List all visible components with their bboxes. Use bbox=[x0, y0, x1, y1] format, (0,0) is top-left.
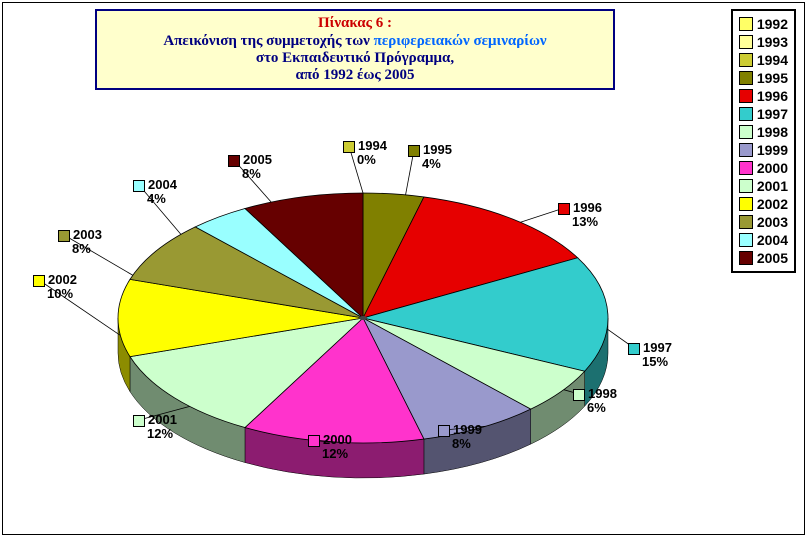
title-line-3: στο Εκπαιδευτικό Πρόγραμμα, bbox=[105, 50, 605, 67]
slice-label-2003: 20038% bbox=[58, 228, 102, 256]
slice-label-pct: 8% bbox=[452, 437, 482, 451]
slice-label-2000: 200012% bbox=[308, 433, 352, 461]
slice-label-year: 1998 bbox=[588, 386, 617, 401]
slice-label-year: 2001 bbox=[148, 412, 177, 427]
legend-swatch bbox=[739, 125, 753, 139]
slice-label-year: 2004 bbox=[148, 177, 177, 192]
legend-item-1993: 1993 bbox=[739, 33, 788, 51]
slice-label-1995: 19954% bbox=[408, 143, 452, 171]
slice-label-swatch bbox=[343, 141, 355, 153]
legend-swatch bbox=[739, 161, 753, 175]
slice-label-2005: 20058% bbox=[228, 153, 272, 181]
legend-item-2005: 2005 bbox=[739, 249, 788, 267]
legend-item-2000: 2000 bbox=[739, 159, 788, 177]
slice-label-swatch bbox=[33, 275, 45, 287]
slice-label-year: 2000 bbox=[323, 432, 352, 447]
title-line-2: Απεικόνιση της συμμετοχής των περιφερεια… bbox=[105, 32, 605, 50]
legend-label: 1998 bbox=[757, 123, 788, 141]
slice-label-year: 1996 bbox=[573, 200, 602, 215]
legend-item-2004: 2004 bbox=[739, 231, 788, 249]
legend-swatch bbox=[739, 107, 753, 121]
legend-swatch bbox=[739, 35, 753, 49]
legend-item-1995: 1995 bbox=[739, 69, 788, 87]
slice-label-year: 1997 bbox=[643, 340, 672, 355]
slice-label-pct: 4% bbox=[422, 157, 452, 171]
legend-label: 1999 bbox=[757, 141, 788, 159]
slice-label-2002: 200210% bbox=[33, 273, 77, 301]
legend-swatch bbox=[739, 89, 753, 103]
slice-label-swatch bbox=[228, 155, 240, 167]
legend-item-2001: 2001 bbox=[739, 177, 788, 195]
legend-swatch bbox=[739, 251, 753, 265]
legend-label: 2002 bbox=[757, 195, 788, 213]
slice-label-1994: 19940% bbox=[343, 139, 387, 167]
legend-item-2002: 2002 bbox=[739, 195, 788, 213]
slice-label-swatch bbox=[573, 389, 585, 401]
slice-label-year: 1995 bbox=[423, 142, 452, 157]
slice-label-swatch bbox=[628, 343, 640, 355]
legend-label: 2001 bbox=[757, 177, 788, 195]
chart-title-box: Πίνακας 6 : Απεικόνιση της συμμετοχής τω… bbox=[95, 9, 615, 90]
slice-label-swatch bbox=[133, 415, 145, 427]
slice-label-year: 2003 bbox=[73, 227, 102, 242]
chart-legend: 1992199319941995199619971998199920002001… bbox=[731, 9, 796, 273]
slice-label-1997: 199715% bbox=[628, 341, 672, 369]
legend-item-1992: 1992 bbox=[739, 15, 788, 33]
slice-label-1999: 19998% bbox=[438, 423, 482, 451]
slice-label-swatch bbox=[58, 230, 70, 242]
legend-swatch bbox=[739, 179, 753, 193]
legend-swatch bbox=[739, 143, 753, 157]
legend-swatch bbox=[739, 233, 753, 247]
title-line-1: Πίνακας 6 : bbox=[105, 15, 605, 32]
slice-label-swatch bbox=[558, 203, 570, 215]
slice-label-year: 2005 bbox=[243, 152, 272, 167]
legend-swatch bbox=[739, 215, 753, 229]
slice-label-pct: 15% bbox=[642, 355, 672, 369]
slice-label-1996: 199613% bbox=[558, 201, 602, 229]
slice-label-pct: 0% bbox=[357, 153, 387, 167]
legend-label: 2003 bbox=[757, 213, 788, 231]
slice-label-swatch bbox=[438, 425, 450, 437]
legend-swatch bbox=[739, 53, 753, 67]
slice-label-2001: 200112% bbox=[133, 413, 177, 441]
slice-label-pct: 6% bbox=[587, 401, 617, 415]
slice-label-year: 1994 bbox=[358, 138, 387, 153]
slice-label-2004: 20044% bbox=[133, 178, 177, 206]
chart-frame: Πίνακας 6 : Απεικόνιση της συμμετοχής τω… bbox=[2, 2, 805, 535]
slice-label-swatch bbox=[133, 180, 145, 192]
slice-label-pct: 10% bbox=[47, 287, 77, 301]
legend-swatch bbox=[739, 71, 753, 85]
legend-swatch bbox=[739, 197, 753, 211]
legend-item-2003: 2003 bbox=[739, 213, 788, 231]
legend-item-1999: 1999 bbox=[739, 141, 788, 159]
legend-item-1998: 1998 bbox=[739, 123, 788, 141]
legend-label: 1992 bbox=[757, 15, 788, 33]
slice-label-pct: 13% bbox=[572, 215, 602, 229]
legend-label: 1993 bbox=[757, 33, 788, 51]
legend-swatch bbox=[739, 17, 753, 31]
legend-label: 1996 bbox=[757, 87, 788, 105]
legend-label: 2004 bbox=[757, 231, 788, 249]
legend-label: 2005 bbox=[757, 249, 788, 267]
legend-label: 1997 bbox=[757, 105, 788, 123]
slice-label-1998: 19986% bbox=[573, 387, 617, 415]
legend-item-1996: 1996 bbox=[739, 87, 788, 105]
slice-label-pct: 12% bbox=[147, 427, 177, 441]
slice-label-pct: 8% bbox=[72, 242, 102, 256]
slice-label-year: 2002 bbox=[48, 272, 77, 287]
legend-label: 1994 bbox=[757, 51, 788, 69]
title-line-2a: Απεικόνιση της συμμετοχής των bbox=[163, 33, 373, 49]
slice-label-pct: 4% bbox=[147, 192, 177, 206]
legend-label: 2000 bbox=[757, 159, 788, 177]
slice-label-pct: 12% bbox=[322, 447, 352, 461]
legend-label: 1995 bbox=[757, 69, 788, 87]
title-line-4: από 1992 έως 2005 bbox=[105, 67, 605, 84]
title-line-2b: περιφερειακών σεμιναρίων bbox=[374, 33, 547, 49]
slice-label-year: 1999 bbox=[453, 422, 482, 437]
slice-label-pct: 8% bbox=[242, 167, 272, 181]
slice-label-swatch bbox=[408, 145, 420, 157]
legend-item-1994: 1994 bbox=[739, 51, 788, 69]
slice-label-swatch bbox=[308, 435, 320, 447]
legend-item-1997: 1997 bbox=[739, 105, 788, 123]
